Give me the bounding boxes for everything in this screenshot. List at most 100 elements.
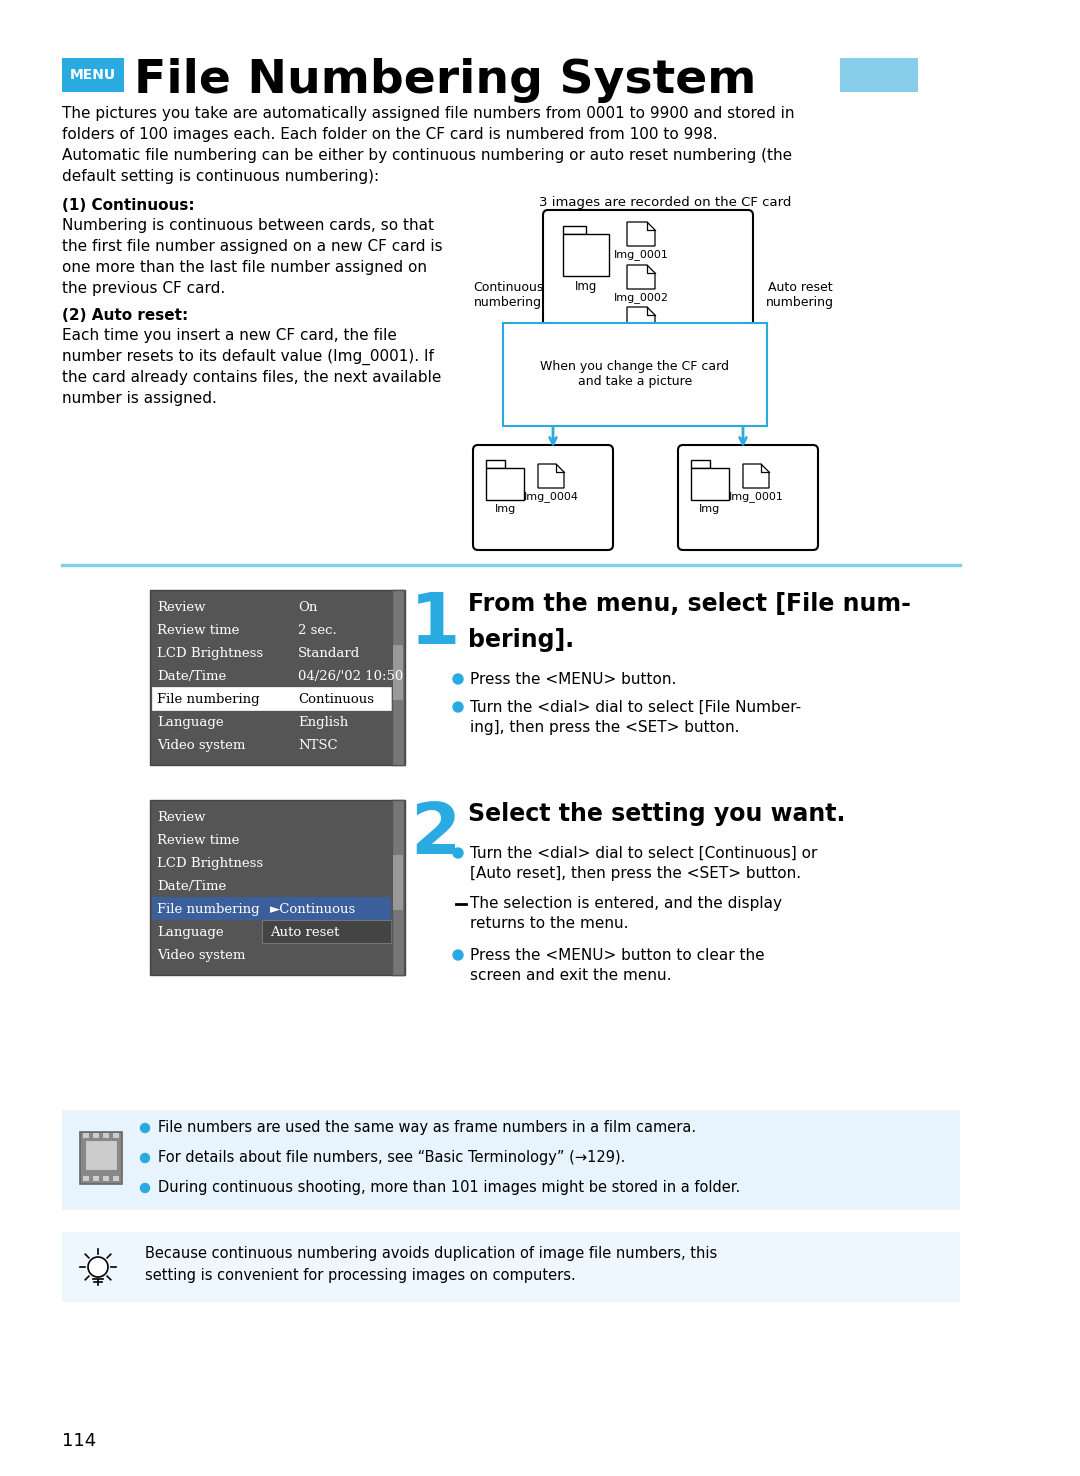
FancyBboxPatch shape	[543, 210, 753, 350]
FancyBboxPatch shape	[150, 800, 405, 976]
Text: number resets to its default value (Img_0001). If: number resets to its default value (Img_…	[62, 348, 434, 365]
FancyBboxPatch shape	[393, 855, 403, 911]
FancyBboxPatch shape	[678, 444, 818, 551]
Text: Img: Img	[575, 280, 597, 294]
Text: NTSC: NTSC	[298, 739, 338, 751]
FancyBboxPatch shape	[691, 468, 729, 500]
Text: Video system: Video system	[157, 739, 245, 751]
Text: Press the <MENU> button.: Press the <MENU> button.	[470, 672, 676, 686]
Circle shape	[140, 1154, 149, 1163]
FancyBboxPatch shape	[392, 800, 404, 976]
FancyBboxPatch shape	[83, 1134, 89, 1138]
Text: Review: Review	[157, 601, 205, 614]
Text: bering].: bering].	[468, 627, 575, 652]
Text: Review: Review	[157, 810, 205, 824]
Text: 1: 1	[409, 590, 460, 658]
FancyBboxPatch shape	[152, 897, 391, 920]
Text: File numbering: File numbering	[157, 694, 259, 706]
Text: Press the <MENU> button to clear the: Press the <MENU> button to clear the	[470, 948, 765, 962]
Text: Img: Img	[495, 503, 515, 514]
Text: Turn the <dial> dial to select [File Number-: Turn the <dial> dial to select [File Num…	[470, 700, 801, 714]
FancyBboxPatch shape	[93, 1134, 99, 1138]
Text: Select the setting you want.: Select the setting you want.	[468, 801, 846, 827]
Text: ►Continuous: ►Continuous	[270, 903, 356, 917]
Polygon shape	[538, 463, 564, 489]
Text: Img_0004: Img_0004	[524, 492, 579, 502]
FancyBboxPatch shape	[93, 1176, 99, 1181]
Text: File numbers are used the same way as frame numbers in a film camera.: File numbers are used the same way as fr…	[158, 1120, 697, 1135]
FancyBboxPatch shape	[486, 461, 505, 468]
FancyBboxPatch shape	[262, 920, 391, 943]
Text: English: English	[298, 716, 348, 729]
Text: Turn the <dial> dial to select [Continuous] or: Turn the <dial> dial to select [Continuo…	[470, 846, 818, 861]
Text: screen and exit the menu.: screen and exit the menu.	[470, 968, 672, 983]
FancyBboxPatch shape	[563, 226, 586, 235]
FancyBboxPatch shape	[840, 58, 918, 92]
Text: Img_0003: Img_0003	[613, 334, 669, 345]
Text: Language: Language	[157, 716, 224, 729]
Text: default setting is continuous numbering):: default setting is continuous numbering)…	[62, 168, 379, 184]
Text: Continuous
numbering: Continuous numbering	[473, 280, 543, 308]
Text: the card already contains files, the next available: the card already contains files, the nex…	[62, 370, 442, 385]
Text: Img_0002: Img_0002	[613, 292, 669, 303]
Text: When you change the CF card
and take a picture: When you change the CF card and take a p…	[540, 360, 729, 388]
FancyBboxPatch shape	[62, 1232, 960, 1302]
FancyBboxPatch shape	[103, 1176, 109, 1181]
FancyBboxPatch shape	[85, 1139, 117, 1170]
Text: 2 sec.: 2 sec.	[298, 624, 337, 638]
Text: one more than the last file number assigned on: one more than the last file number assig…	[62, 260, 427, 275]
Text: For details about file numbers, see “Basic Terminology” (→129).: For details about file numbers, see “Bas…	[158, 1150, 625, 1165]
Text: Language: Language	[157, 925, 224, 939]
FancyBboxPatch shape	[113, 1134, 119, 1138]
Text: The selection is entered, and the display: The selection is entered, and the displa…	[470, 896, 782, 911]
Text: File numbering: File numbering	[157, 903, 259, 917]
Text: LCD Brightness: LCD Brightness	[157, 646, 264, 660]
FancyBboxPatch shape	[563, 235, 609, 276]
Text: 3 images are recorded on the CF card: 3 images are recorded on the CF card	[539, 196, 792, 210]
Polygon shape	[627, 307, 654, 331]
Text: Auto reset: Auto reset	[270, 925, 339, 939]
Text: During continuous shooting, more than 101 images might be stored in a folder.: During continuous shooting, more than 10…	[158, 1179, 740, 1196]
Text: ing], then press the <SET> button.: ing], then press the <SET> button.	[470, 720, 740, 735]
Text: LCD Brightness: LCD Brightness	[157, 858, 264, 869]
Text: Because continuous numbering avoids duplication of image file numbers, this: Because continuous numbering avoids dupl…	[145, 1246, 717, 1261]
Text: Review time: Review time	[157, 624, 240, 638]
Text: The pictures you take are automatically assigned file numbers from 0001 to 9900 : The pictures you take are automatically …	[62, 106, 795, 121]
Text: the first file number assigned on a new CF card is: the first file number assigned on a new …	[62, 239, 443, 254]
Text: Img_0001: Img_0001	[613, 249, 669, 260]
FancyBboxPatch shape	[473, 444, 613, 551]
Text: Auto reset
numbering: Auto reset numbering	[766, 280, 834, 308]
Circle shape	[140, 1123, 149, 1132]
Text: Video system: Video system	[157, 949, 245, 962]
FancyBboxPatch shape	[62, 58, 124, 92]
Text: Each time you insert a new CF card, the file: Each time you insert a new CF card, the …	[62, 328, 396, 342]
Circle shape	[87, 1258, 108, 1277]
Text: Date/Time: Date/Time	[157, 880, 226, 893]
FancyBboxPatch shape	[392, 590, 404, 765]
Text: Automatic file numbering can be either by continuous numbering or auto reset num: Automatic file numbering can be either b…	[62, 148, 792, 162]
FancyBboxPatch shape	[691, 461, 710, 468]
Text: [Auto reset], then press the <SET> button.: [Auto reset], then press the <SET> butto…	[470, 866, 801, 881]
Polygon shape	[627, 221, 654, 246]
FancyBboxPatch shape	[83, 1176, 89, 1181]
Text: setting is convenient for processing images on computers.: setting is convenient for processing ima…	[145, 1268, 576, 1283]
Text: Date/Time: Date/Time	[157, 670, 226, 683]
Text: number is assigned.: number is assigned.	[62, 391, 217, 406]
Text: 2: 2	[410, 800, 460, 869]
Polygon shape	[743, 463, 769, 489]
Text: 04/26/'02 10:50: 04/26/'02 10:50	[298, 670, 403, 683]
Text: On: On	[298, 601, 318, 614]
FancyBboxPatch shape	[393, 645, 403, 700]
Text: Numbering is continuous between cards, so that: Numbering is continuous between cards, s…	[62, 218, 434, 233]
Text: folders of 100 images each. Each folder on the CF card is numbered from 100 to 9: folders of 100 images each. Each folder …	[62, 127, 717, 142]
Circle shape	[453, 849, 463, 858]
Text: Review time: Review time	[157, 834, 240, 847]
Text: Standard: Standard	[298, 646, 361, 660]
FancyBboxPatch shape	[486, 468, 524, 500]
Text: returns to the menu.: returns to the menu.	[470, 917, 629, 931]
Polygon shape	[627, 266, 654, 289]
Text: Img_0001: Img_0001	[729, 492, 783, 502]
Text: MENU: MENU	[70, 68, 116, 83]
FancyBboxPatch shape	[62, 1110, 960, 1210]
FancyBboxPatch shape	[152, 686, 391, 710]
